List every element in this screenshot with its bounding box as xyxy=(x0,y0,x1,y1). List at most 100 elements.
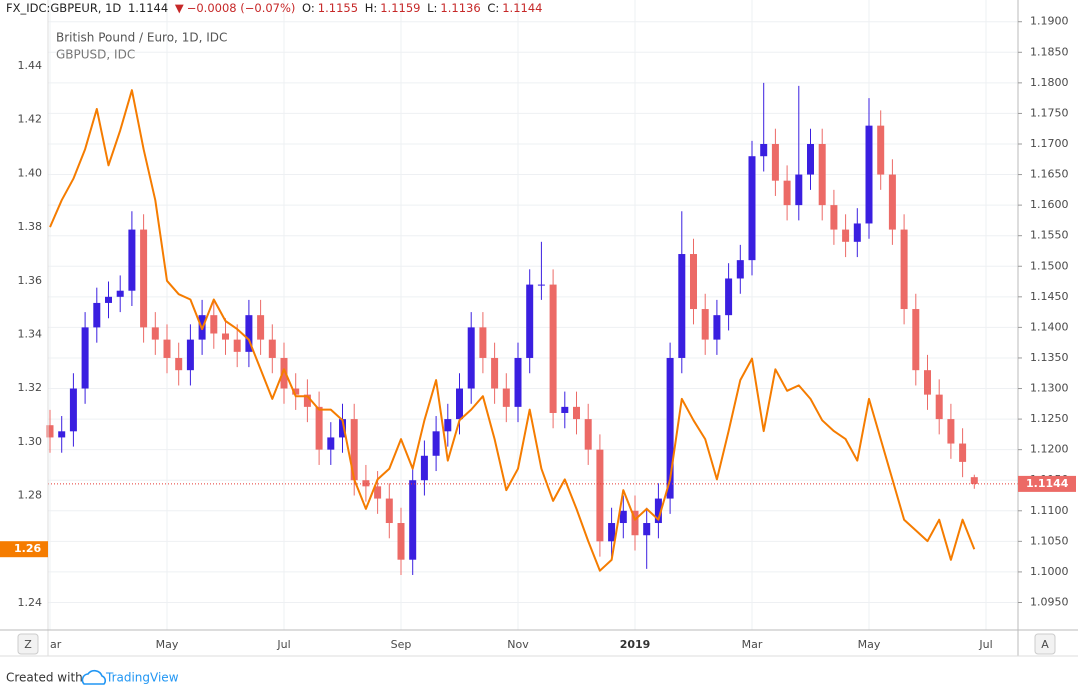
x-tick-label: Jul xyxy=(978,638,992,651)
candle-body xyxy=(46,425,54,438)
candle-body xyxy=(268,339,276,358)
candle-body xyxy=(116,290,124,297)
high-key: H: xyxy=(364,1,378,15)
y-tick-label: 1.1550 xyxy=(1030,229,1069,242)
y-tick-label: 1.1000 xyxy=(1030,565,1069,578)
close-value: 1.1144 xyxy=(502,1,543,15)
y-tick-label: 1.1600 xyxy=(1030,198,1069,211)
candle-body xyxy=(222,333,229,340)
candle-body xyxy=(175,357,183,371)
high-value: 1.1159 xyxy=(380,1,421,15)
candle-body xyxy=(479,327,487,358)
candle-body xyxy=(924,370,931,395)
candle-body xyxy=(900,229,908,310)
y-tick-label: 1.1100 xyxy=(1030,504,1069,517)
candle-body xyxy=(877,125,885,175)
candle-body xyxy=(760,143,768,157)
symbol: FX_IDC:GBPEUR, 1D xyxy=(6,1,122,15)
close-key: C: xyxy=(487,1,500,15)
candle-body xyxy=(339,419,346,438)
candle-body xyxy=(397,523,405,560)
y2-tick-label: 1.34 xyxy=(18,327,43,340)
candle-body xyxy=(573,406,580,420)
candle-body xyxy=(292,388,300,395)
open-key: O: xyxy=(302,1,315,15)
header: FX_IDC:GBPEUR, 1D 1.1144 ▼ −0.0008 (−0.07… xyxy=(6,1,545,15)
candle-body xyxy=(584,419,592,450)
x-tick-label: ar xyxy=(50,638,62,651)
candle-body xyxy=(432,431,440,456)
candle-body xyxy=(818,143,826,206)
zoom-label[interactable]: Z xyxy=(24,638,32,651)
candle-body xyxy=(303,394,311,407)
y-tick-label: 1.1050 xyxy=(1030,534,1069,547)
y-tick-label: 1.1250 xyxy=(1030,412,1069,425)
down-arrow: ▼ xyxy=(174,1,184,15)
candle-body xyxy=(514,357,522,407)
candle-body xyxy=(713,315,721,340)
legend-main: British Pound / Euro, 1D, IDC xyxy=(56,31,227,45)
candle-body xyxy=(491,357,499,389)
candle-body xyxy=(959,443,967,462)
candle-body xyxy=(502,388,510,407)
brand-logo[interactable] xyxy=(81,669,107,685)
zoom-button[interactable] xyxy=(17,633,39,655)
candle-body xyxy=(690,254,697,310)
candle-body xyxy=(163,339,171,358)
candle-body xyxy=(537,284,545,286)
y-tick-label: 1.1850 xyxy=(1030,45,1069,58)
candle-body xyxy=(467,327,475,389)
candle-body xyxy=(327,437,335,450)
y-tick-label: 1.0950 xyxy=(1030,595,1069,608)
candle-body xyxy=(807,143,814,175)
y2-tick-label: 1.42 xyxy=(18,113,43,126)
candle-body xyxy=(362,480,370,487)
y2-tick-label: 1.28 xyxy=(18,489,43,502)
last-price-box xyxy=(1018,475,1076,492)
last-value-box xyxy=(0,541,48,558)
candle-body xyxy=(678,254,686,358)
candle-body xyxy=(69,388,77,432)
y2-tick-label: 1.36 xyxy=(18,274,43,287)
candle-body xyxy=(608,523,616,542)
y2-tick-label: 1.40 xyxy=(18,166,43,179)
candle-body xyxy=(619,510,627,524)
x-tick-label: Sep xyxy=(391,638,412,651)
candle-body xyxy=(795,174,803,206)
candle-body xyxy=(912,309,920,371)
candle-body xyxy=(257,315,265,340)
x-tick-label: 2019 xyxy=(620,638,651,651)
y-tick-label: 1.1700 xyxy=(1030,137,1069,150)
footer-created: Created with xyxy=(6,671,83,685)
auto-label[interactable]: A xyxy=(1041,638,1049,651)
y-tick-label: 1.1350 xyxy=(1030,351,1069,364)
candle-body xyxy=(245,315,253,352)
candle-body xyxy=(140,229,148,328)
low-value: 1.1136 xyxy=(440,1,481,15)
legend-overlay: GBPUSD, IDC xyxy=(56,48,135,62)
y-tick-label: 1.1650 xyxy=(1030,168,1069,181)
candle-body xyxy=(748,156,756,261)
candle-body xyxy=(233,339,241,352)
candle-body xyxy=(830,205,838,230)
candle-body xyxy=(725,278,733,316)
candle-body xyxy=(409,480,417,560)
auto-button[interactable] xyxy=(1034,633,1056,655)
y-tick-label: 1.1500 xyxy=(1030,259,1069,272)
y-tick-label: 1.1450 xyxy=(1030,290,1069,303)
candle-body xyxy=(186,339,194,371)
x-tick-label: May xyxy=(858,638,881,651)
last-value-label: 1.26 xyxy=(14,542,41,555)
last-price-label: 1.1144 xyxy=(1026,477,1069,490)
y-tick-label: 1.1200 xyxy=(1030,443,1069,456)
footer-brand[interactable]: TradingView xyxy=(105,671,179,685)
candle-body xyxy=(736,260,744,279)
change: −0.0008 (−0.07%) xyxy=(186,1,296,15)
low-key: L: xyxy=(427,1,438,15)
candle-body xyxy=(970,477,978,484)
y2-tick-label: 1.44 xyxy=(18,59,43,72)
candle-body xyxy=(81,327,89,389)
candle-body xyxy=(947,419,955,444)
